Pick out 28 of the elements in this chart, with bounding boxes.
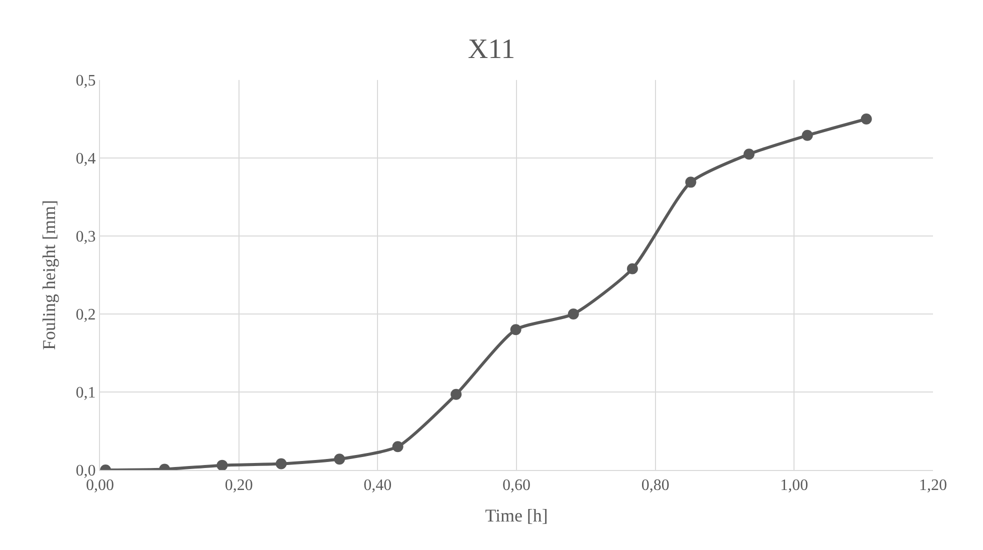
y-tick-label: 0,1: [76, 384, 96, 402]
y-axis-title: Fouling height [mm]: [39, 200, 59, 350]
point: [802, 130, 813, 141]
point: [860, 114, 872, 124]
x-tick-label: 1,00: [780, 477, 808, 494]
point: [334, 454, 345, 465]
y-tick-label: 0,2: [76, 306, 96, 324]
y-tick-label: 0,5: [76, 72, 96, 90]
x-tick-label: 0,40: [364, 477, 392, 494]
point: [744, 148, 755, 160]
point: [450, 388, 462, 400]
y-tick-label: 0,4: [76, 150, 96, 168]
x-tick-label: 0,80: [641, 477, 670, 494]
chart-title: X11: [468, 34, 516, 66]
point: [276, 458, 287, 470]
point: [392, 441, 404, 452]
x-tick-label: 0,00: [86, 477, 114, 494]
y-tick-label: 0,0: [76, 462, 96, 480]
x-tick-label: 0,20: [224, 477, 253, 494]
point: [510, 324, 522, 336]
point: [216, 460, 228, 470]
point: [685, 176, 696, 188]
point: [568, 308, 579, 320]
x-tick-label: 1,20: [919, 477, 947, 494]
y-tick-label: 0,3: [76, 228, 96, 246]
x-axis-title: Time [h]: [485, 505, 548, 526]
x-tick-label: 0,60: [502, 477, 530, 494]
point: [626, 263, 638, 274]
